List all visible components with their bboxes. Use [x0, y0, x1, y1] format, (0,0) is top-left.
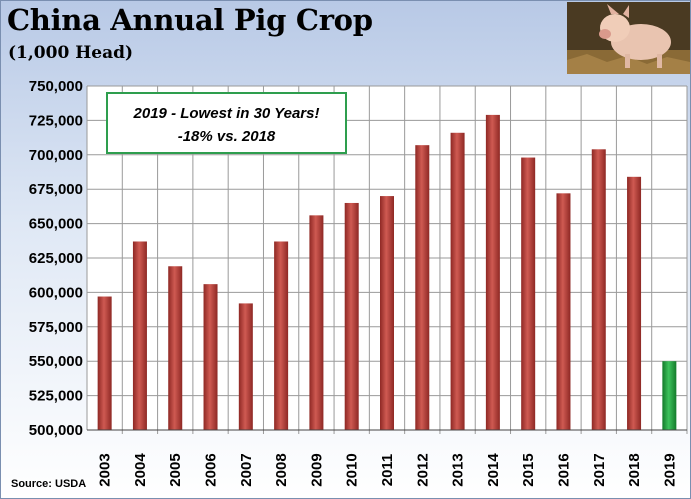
y-tick-label: 575,000 — [29, 319, 83, 336]
bar-2015 — [521, 157, 536, 430]
x-tick-label-2013: 2013 — [450, 453, 467, 486]
x-axis-labels: 2003 2004 2005 2006 2007 2008 2009 2010 2011 2012… — [97, 453, 679, 487]
bar-2010 — [344, 202, 359, 430]
x-tick-label-2008: 2008 — [273, 453, 290, 486]
bar-2019 — [662, 361, 677, 430]
y-tick-label: 525,000 — [29, 388, 83, 405]
y-tick-label: 500,000 — [29, 422, 83, 439]
bar-2005 — [168, 266, 183, 430]
x-tick-label-2005: 2005 — [167, 453, 184, 486]
chart-title: China Annual Pig Crop — [7, 3, 373, 37]
x-tick-label-2015: 2015 — [520, 453, 537, 486]
y-axis-labels: 500,000 525,000 550,000 575,000 600,000 625,0… — [29, 78, 83, 439]
x-tick-label-2016: 2016 — [555, 453, 572, 486]
x-tick-label-2019: 2019 — [661, 453, 678, 486]
bar-2018 — [627, 176, 642, 430]
bar-2017 — [591, 149, 606, 430]
bar-2016 — [556, 193, 571, 430]
pig-photo — [567, 2, 690, 74]
x-tick-label-2004: 2004 — [132, 453, 149, 487]
bar-2003 — [97, 296, 112, 430]
x-tick-label-2010: 2010 — [344, 453, 361, 486]
bar-2006 — [203, 284, 218, 430]
bars — [97, 114, 677, 431]
y-tick-label: 625,000 — [29, 250, 83, 267]
bar-2007 — [238, 303, 253, 430]
y-tick-label: 675,000 — [29, 181, 83, 198]
bar-2009 — [309, 215, 324, 430]
bar-2013 — [450, 132, 465, 430]
annotation-box: 2019 - Lowest in 30 Years! -18% vs. 2018 — [106, 92, 347, 154]
bar-2008 — [274, 241, 289, 430]
y-tick-label: 700,000 — [29, 147, 83, 164]
x-tick-label-2006: 2006 — [203, 453, 220, 486]
x-tick-label-2018: 2018 — [626, 453, 643, 486]
x-tick-label-2014: 2014 — [485, 453, 502, 487]
x-tick-label-2012: 2012 — [414, 453, 431, 486]
annotation-line-1: 2019 - Lowest in 30 Years! — [133, 105, 320, 122]
x-tick-label-2003: 2003 — [97, 453, 114, 486]
y-tick-label: 750,000 — [29, 78, 83, 95]
y-tick-label: 650,000 — [29, 216, 83, 233]
bar-2014 — [485, 114, 500, 431]
bar-2012 — [415, 145, 430, 430]
annotation-border — [106, 92, 347, 154]
bar-2011 — [380, 196, 394, 430]
source-note: Source: USDA — [11, 478, 87, 490]
x-tick-label-2007: 2007 — [238, 453, 255, 486]
y-tick-label: 600,000 — [29, 284, 83, 301]
x-tick-label-2011: 2011 — [379, 454, 396, 487]
annotation-line-2: -18% vs. 2018 — [178, 128, 276, 145]
chart-subtitle: (1,000 Head) — [8, 43, 134, 63]
y-tick-label: 725,000 — [29, 112, 83, 129]
x-tick-label-2009: 2009 — [308, 453, 325, 486]
y-tick-label: 550,000 — [29, 353, 83, 370]
x-tick-label-2017: 2017 — [591, 453, 608, 486]
bar-2004 — [132, 241, 147, 430]
